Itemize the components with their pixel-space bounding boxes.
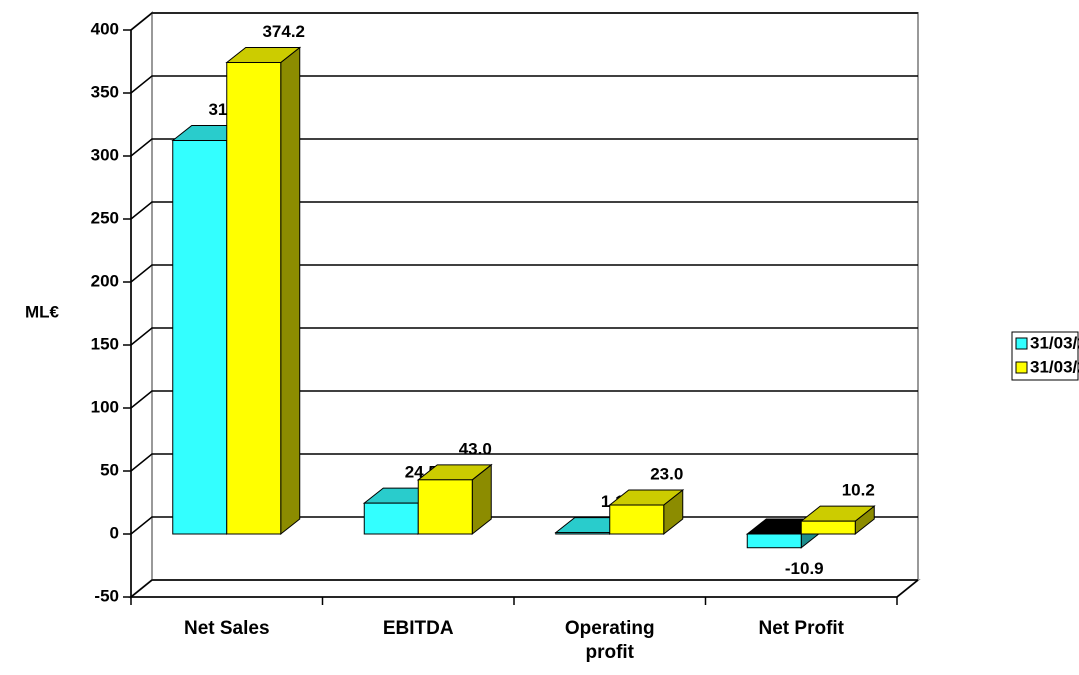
y-tick-label: 100: [91, 397, 119, 416]
bar: [746, 533, 802, 549]
value-label: 10.2: [842, 481, 875, 500]
x-tick-label: EBITDA: [382, 618, 454, 639]
y-tick-label: 150: [91, 334, 119, 353]
y-axis-label: ML€: [25, 302, 60, 321]
bar-side: [280, 46, 301, 536]
bar: [172, 140, 228, 535]
value-label: 43.0: [459, 439, 492, 458]
bar: [800, 520, 856, 535]
x-tick-label: Net Profit: [758, 618, 845, 639]
grid-line: [130, 201, 918, 220]
bar: [555, 532, 611, 535]
legend-label: 31/03/2005: [1030, 333, 1079, 352]
grid-line: [130, 327, 918, 346]
grid-line: [130, 264, 918, 283]
legend-swatch: [1015, 337, 1028, 350]
grid-line: [130, 75, 918, 94]
y-tick-label: 400: [91, 19, 119, 38]
y-tick-label: 350: [91, 82, 119, 101]
y-tick-label: 250: [91, 208, 119, 227]
grid-line: [130, 390, 918, 409]
side-wall: [130, 10, 153, 600]
y-tick-label: 50: [100, 460, 119, 479]
y-tick-label: 200: [91, 271, 119, 290]
legend-swatch: [1015, 361, 1028, 374]
grid-line: [130, 12, 918, 31]
bar: [363, 502, 419, 535]
legend-label: 31/03/2006: [1030, 357, 1079, 376]
floor: [128, 579, 921, 598]
x-tick-label: Net Sales: [183, 618, 270, 639]
bar: [226, 62, 282, 535]
y-tick-label: 300: [91, 145, 119, 164]
grid-line: [130, 138, 918, 157]
bar: [417, 479, 473, 535]
bar: [609, 504, 665, 535]
y-tick-label: -50: [94, 586, 119, 605]
y-tick-label: 0: [110, 523, 119, 542]
value-label: 374.2: [262, 22, 305, 41]
value-label: 23.0: [650, 465, 683, 484]
value-label: -10.9: [785, 559, 824, 578]
grid-line: [130, 453, 918, 472]
x-tick-label: Operating profit: [564, 618, 655, 663]
grid-line: [130, 579, 918, 598]
